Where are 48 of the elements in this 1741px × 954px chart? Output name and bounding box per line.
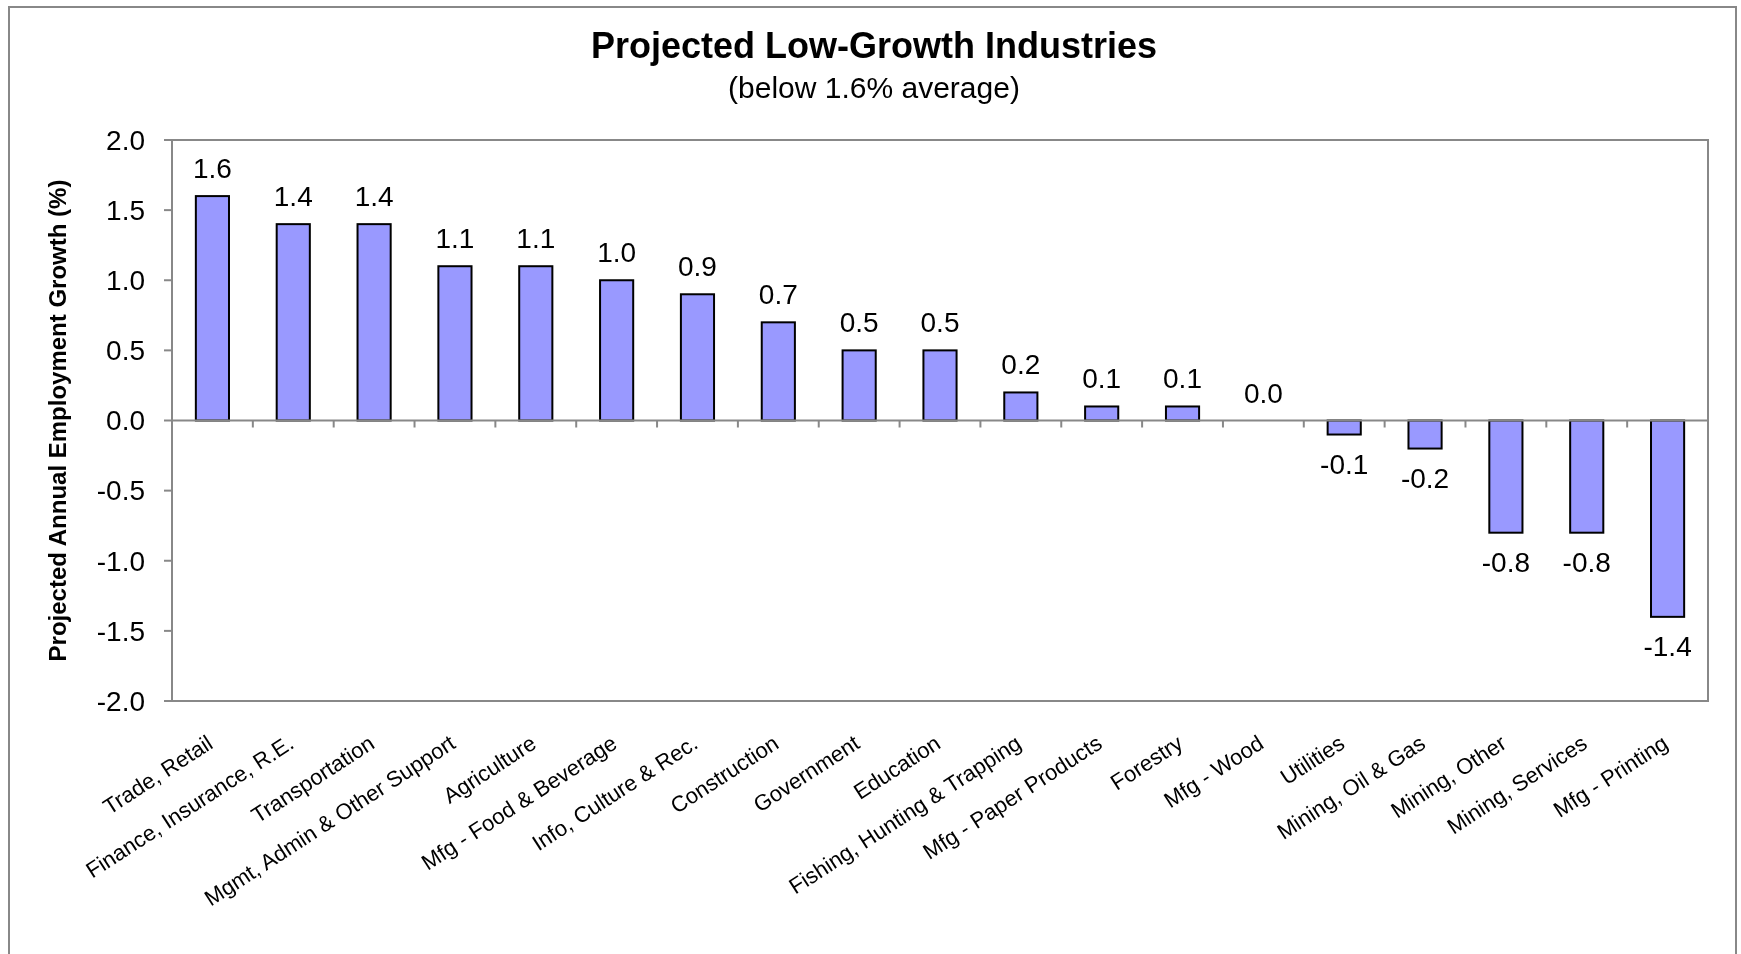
bar xyxy=(356,223,392,422)
y-tick-label: 1.0 xyxy=(106,265,145,297)
data-label: -0.2 xyxy=(1400,462,1450,494)
y-tick-label: -2.0 xyxy=(96,685,145,717)
data-label: -0.8 xyxy=(1562,546,1611,578)
data-label: 0.2 xyxy=(1001,349,1041,381)
chart-subtitle: (below 1.6% average) xyxy=(728,71,1020,104)
bar xyxy=(1084,405,1120,422)
data-label: 0.1 xyxy=(1163,363,1202,395)
bar xyxy=(1488,419,1524,534)
bar xyxy=(1407,419,1443,450)
bar xyxy=(518,265,554,422)
data-label: -0.8 xyxy=(1481,546,1531,578)
y-tick-label: -0.5 xyxy=(96,475,145,507)
bar xyxy=(841,349,877,422)
bar xyxy=(194,195,230,422)
bar xyxy=(599,279,635,422)
y-axis-title: Projected Annual Employment Growth (%) xyxy=(44,179,71,662)
data-label: 1.0 xyxy=(597,237,637,269)
bar xyxy=(275,223,311,422)
data-label: 1.1 xyxy=(435,223,475,255)
data-label: 1.1 xyxy=(516,223,556,255)
bar xyxy=(1569,419,1605,534)
data-label: 0.1 xyxy=(1082,363,1122,395)
bar xyxy=(922,349,958,422)
bar xyxy=(760,321,796,422)
data-label: -0.1 xyxy=(1320,448,1369,480)
bar xyxy=(1164,405,1201,422)
bar xyxy=(679,293,716,422)
chart-title: Projected Low-Growth Industries xyxy=(590,25,1158,66)
y-tick-label: 0.0 xyxy=(106,405,145,437)
data-label: 0.7 xyxy=(758,279,798,311)
y-tick-label: -1.5 xyxy=(96,615,145,647)
data-label: 1.6 xyxy=(192,153,232,185)
bar xyxy=(437,265,473,422)
data-label: 0.0 xyxy=(1243,377,1283,409)
bar xyxy=(1003,391,1039,422)
data-label: 0.5 xyxy=(839,307,879,339)
y-tick-label: 1.5 xyxy=(106,194,145,226)
y-tick-label: 2.0 xyxy=(106,124,145,156)
bar xyxy=(1650,419,1686,618)
y-tick-label: 0.5 xyxy=(106,335,145,367)
data-label: 1.4 xyxy=(354,181,394,213)
y-tick-label: -1.0 xyxy=(96,545,145,577)
data-label: 0.5 xyxy=(920,307,960,339)
data-label: -1.4 xyxy=(1643,630,1692,662)
data-label: 1.4 xyxy=(273,181,313,213)
data-label: 0.9 xyxy=(678,251,717,283)
